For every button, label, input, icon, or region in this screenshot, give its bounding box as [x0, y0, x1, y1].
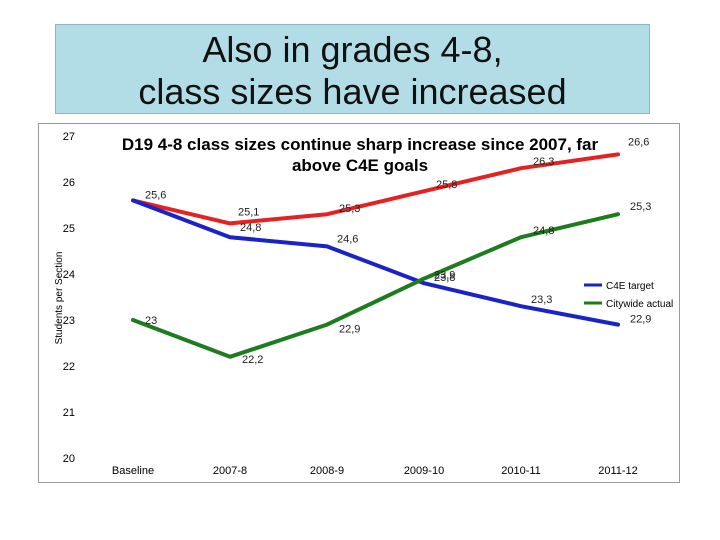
- data-label: 23: [145, 315, 157, 327]
- data-label: 25,6: [145, 189, 166, 201]
- y-tick-label: 27: [63, 131, 75, 143]
- y-tick-label: 20: [63, 453, 75, 465]
- y-tick-label: 23: [63, 315, 75, 327]
- y-tick-label: 24: [63, 269, 75, 281]
- data-label: 23,9: [434, 270, 455, 282]
- series-line-2: [131, 198, 620, 327]
- x-tick-label: 2007-8: [213, 465, 247, 477]
- slide-title: Also in grades 4-8, class sizes have inc…: [55, 24, 650, 114]
- legend-label: C4E target: [606, 281, 654, 292]
- data-label: 26,6: [628, 136, 649, 148]
- data-label: 25,1: [238, 206, 259, 218]
- data-label: 23,3: [531, 294, 552, 306]
- data-label: 22,9: [630, 314, 651, 326]
- data-label: 24,8: [533, 225, 554, 237]
- data-label: 22,2: [242, 354, 263, 366]
- y-tick-label: 21: [63, 407, 75, 419]
- chart-frame: [38, 123, 680, 483]
- y-tick-label: 22: [63, 361, 75, 373]
- legend-label: Citywide actual: [606, 299, 673, 310]
- data-label: 24,8: [240, 222, 261, 234]
- x-tick-label: 2008-9: [310, 465, 344, 477]
- data-label: 25,3: [339, 203, 360, 215]
- data-label: 22,9: [339, 324, 360, 336]
- data-label: 26,3: [533, 156, 554, 168]
- x-tick-label: 2010-11: [501, 465, 541, 477]
- data-label: 24,6: [337, 233, 358, 245]
- x-tick-label: Baseline: [112, 465, 154, 477]
- slide-title-line-2: class sizes have increased: [138, 71, 567, 112]
- slide-title-line-1: Also in grades 4-8,: [202, 29, 503, 70]
- x-tick-label: 2011-12: [598, 465, 638, 477]
- y-axis-label: Students per Section: [54, 252, 65, 345]
- x-tick-label: 2009-10: [404, 465, 444, 477]
- y-tick-label: 25: [63, 223, 75, 235]
- chart-title-line-2: above C4E goals: [292, 156, 428, 175]
- series-line-1: [131, 152, 620, 226]
- data-label: 23,8: [434, 272, 455, 284]
- y-tick-label: 26: [63, 177, 75, 189]
- data-label: 25,3: [630, 201, 651, 213]
- series-line-3: [131, 212, 620, 359]
- data-label: 25,8: [436, 179, 457, 191]
- chart-title-line-1: D19 4-8 class sizes continue sharp incre…: [122, 135, 599, 154]
